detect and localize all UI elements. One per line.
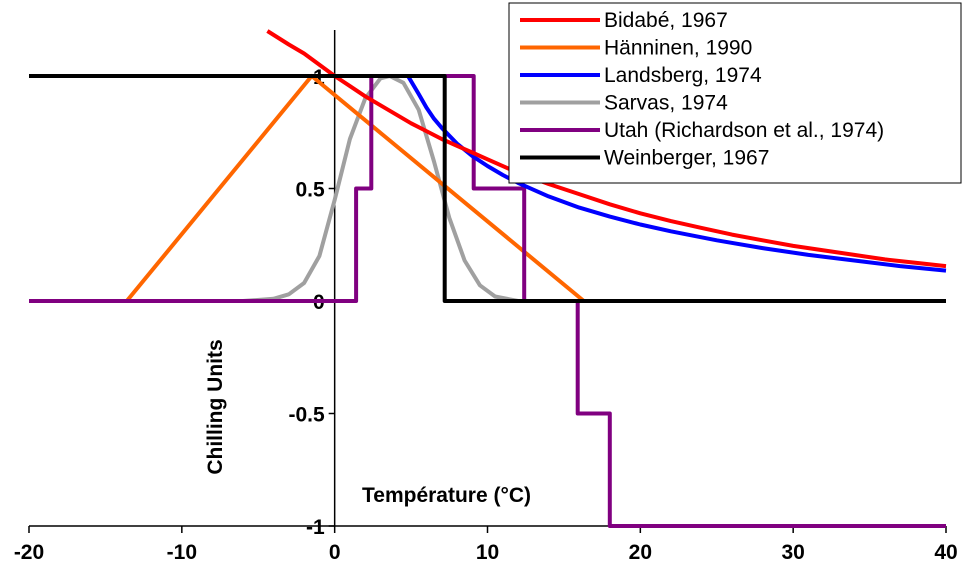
legend-label: Sarvas, 1974	[604, 92, 728, 115]
y-tick-label: -1	[306, 516, 325, 539]
x-axis-title: Température (°C)	[362, 484, 531, 507]
legend-label: Utah (Richardson et al., 1974)	[604, 119, 884, 142]
y-tick-label: 0.5	[295, 179, 325, 202]
legend-items: Bidabé, 1967 Hänninen, 1990 Landsberg, 197…	[520, 9, 884, 170]
x-tick-label: 40	[934, 541, 957, 564]
x-tick-label: -10	[167, 541, 197, 564]
y-tick-label: -0.5	[288, 404, 325, 427]
x-tick-label: -20	[14, 541, 44, 564]
x-tick-label: 30	[781, 541, 804, 564]
series-line-2	[406, 74, 947, 273]
x-tick-label: 20	[629, 541, 652, 564]
legend-label: Landsberg, 1974	[604, 64, 762, 87]
x-tick-label: 10	[476, 541, 499, 564]
y-axis-title: Chilling Units	[204, 339, 227, 474]
series-line-5	[29, 74, 946, 303]
x-tick-label: 0	[329, 541, 341, 564]
y-ticks: -1-0.500.51	[288, 66, 335, 539]
legend-box	[508, 2, 962, 184]
legend: Bidabé, 1967 Hänninen, 1990 Landsberg, 197…	[508, 2, 962, 184]
series-layer	[29, 29, 947, 528]
legend-label: Hänninen, 1990	[604, 37, 752, 60]
axes: -20 -10 0 10 20 30 40 -1-0.500.51	[14, 30, 958, 564]
series-line-0	[266, 29, 947, 269]
x-ticks: -20 -10 0 10 20 30 40	[14, 526, 958, 564]
series-line-4	[29, 74, 946, 528]
legend-label: Bidabé, 1967	[604, 9, 728, 32]
legend-label: Weinberger, 1967	[604, 147, 769, 170]
